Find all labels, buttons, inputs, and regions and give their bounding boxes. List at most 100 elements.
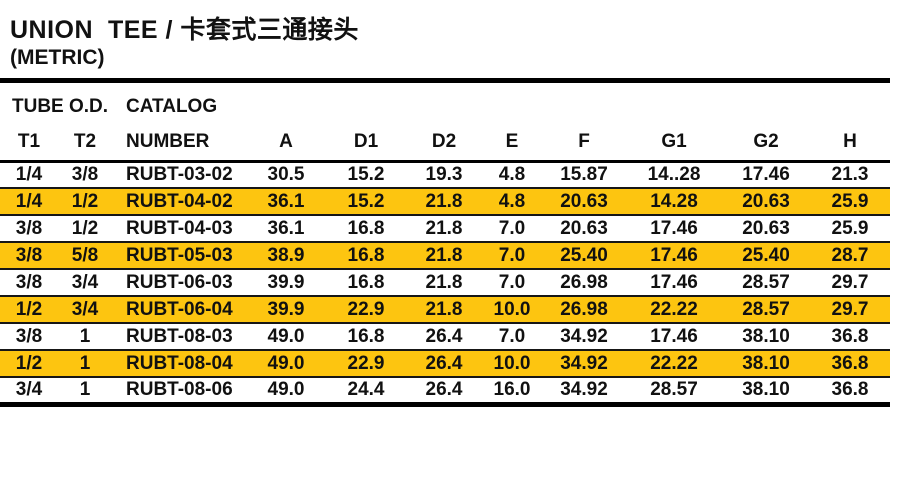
cell-e: 7.0 (498, 244, 526, 266)
table-row: 3/8 3/4 RUBT-06-03 39.9 16.8 21.8 7.0 26… (0, 269, 890, 297)
cell-f: 34.92 (560, 352, 608, 374)
table-row: 1/4 1/2 RUBT-04-02 36.1 15.2 21.8 4.8 20… (0, 188, 890, 216)
table-body: 1/4 3/8 RUBT-03-02 30.5 15.2 19.3 4.8 15… (0, 161, 890, 405)
cell-d1: 16.8 (347, 217, 385, 239)
table-row: 3/8 1/2 RUBT-04-03 36.1 16.8 21.8 7.0 20… (0, 215, 890, 243)
cell-e: 7.0 (498, 325, 526, 347)
cell-g2: 28.57 (742, 271, 790, 293)
cell-f: 26.98 (560, 271, 608, 293)
cell-f: 20.63 (560, 190, 608, 212)
column-header-d2: D2 (431, 130, 457, 152)
cell-catalog-number: RUBT-04-03 (126, 217, 233, 239)
cell-e: 16.0 (493, 379, 531, 401)
cell-g2: 28.57 (742, 298, 790, 320)
cell-g2: 38.10 (742, 325, 790, 347)
cell-g1: 17.46 (650, 271, 698, 293)
cell-d2: 21.8 (425, 298, 463, 320)
cell-d1: 22.9 (347, 352, 385, 374)
cell-g1: 17.46 (650, 244, 698, 266)
cell-t1: 3/4 (15, 379, 43, 401)
column-header-e: E (505, 130, 519, 152)
cell-h: 25.9 (831, 217, 869, 239)
cell-d1: 22.9 (347, 298, 385, 320)
cell-a: 36.1 (267, 217, 305, 239)
cell-e: 7.0 (498, 271, 526, 293)
table-row: 1/4 3/8 RUBT-03-02 30.5 15.2 19.3 4.8 15… (0, 161, 890, 189)
cell-f: 26.98 (560, 298, 608, 320)
cell-t1: 3/8 (15, 244, 43, 266)
cell-d1: 15.2 (347, 190, 385, 212)
cell-catalog-number: RUBT-08-04 (126, 352, 233, 374)
cell-catalog-number: RUBT-08-06 (126, 379, 233, 401)
cell-h: 29.7 (831, 271, 869, 293)
header-catalog: CATALOG (126, 95, 218, 117)
cell-a: 30.5 (267, 164, 305, 186)
cell-catalog-number: RUBT-04-02 (126, 190, 233, 212)
cell-h: 36.8 (831, 379, 869, 401)
cell-t1: 3/8 (15, 271, 43, 293)
cell-d2: 19.3 (425, 164, 463, 186)
cell-g2: 38.10 (742, 379, 790, 401)
cell-e: 10.0 (493, 352, 531, 374)
column-header-h: H (843, 130, 857, 152)
cell-g1: 14..28 (647, 164, 701, 186)
cell-g1: 17.46 (650, 325, 698, 347)
cell-h: 28.7 (831, 244, 869, 266)
spec-table: TUBE O.D. CATALOG T1 T2 NUMBER A D1 D2 E… (0, 90, 890, 407)
cell-e: 4.8 (498, 164, 526, 186)
cell-h: 29.7 (831, 298, 869, 320)
cell-t1: 1/2 (15, 352, 43, 374)
cell-t1: 3/8 (15, 217, 43, 239)
header-group-row: TUBE O.D. CATALOG (0, 90, 890, 124)
column-header-row: T1 T2 NUMBER A D1 D2 E F G1 G2 H (0, 124, 890, 162)
column-header-t2: T2 (73, 130, 97, 152)
cell-t2: 1 (79, 379, 91, 401)
cell-t2: 3/4 (71, 271, 99, 293)
cell-catalog-number: RUBT-06-04 (126, 298, 233, 320)
cell-t1: 3/8 (15, 325, 43, 347)
header-spacer (246, 90, 890, 124)
cell-t2: 3/4 (71, 298, 99, 320)
cell-g1: 22.22 (650, 352, 698, 374)
cell-h: 25.9 (831, 190, 869, 212)
table-row: 3/8 5/8 RUBT-05-03 38.9 16.8 21.8 7.0 25… (0, 242, 890, 270)
table-row: 3/4 1 RUBT-08-06 49.0 24.4 26.4 16.0 34.… (0, 377, 890, 405)
cell-d2: 21.8 (425, 271, 463, 293)
table-row: 3/8 1 RUBT-08-03 49.0 16.8 26.4 7.0 34.9… (0, 323, 890, 351)
page-header: UNION TEE / 卡套式三通接头 (METRIC) (0, 16, 900, 69)
cell-d1: 16.8 (347, 271, 385, 293)
cell-d2: 21.8 (425, 244, 463, 266)
column-header-g2: G2 (753, 130, 779, 152)
cell-d2: 26.4 (425, 325, 463, 347)
cell-g2: 17.46 (742, 164, 790, 186)
cell-a: 38.9 (267, 244, 305, 266)
cell-f: 15.87 (560, 164, 608, 186)
cell-d2: 21.8 (425, 190, 463, 212)
cell-t2: 1 (79, 325, 91, 347)
column-header-g1: G1 (661, 130, 687, 152)
table-header: TUBE O.D. CATALOG T1 T2 NUMBER A D1 D2 E… (0, 90, 890, 162)
cell-t1: 1/4 (15, 190, 43, 212)
cell-a: 49.0 (267, 325, 305, 347)
cell-e: 10.0 (493, 298, 531, 320)
cell-a: 39.9 (267, 298, 305, 320)
header-tube-od: TUBE O.D. (12, 95, 109, 117)
column-header-a: A (279, 130, 293, 152)
cell-h: 36.8 (831, 352, 869, 374)
column-header-t1: T1 (17, 130, 41, 152)
cell-d1: 15.2 (347, 164, 385, 186)
catalog-page: UNION TEE / 卡套式三通接头 (METRIC) TUBE O.D. C… (0, 16, 900, 495)
cell-catalog-number: RUBT-08-03 (126, 325, 233, 347)
cell-catalog-number: RUBT-03-02 (126, 164, 233, 186)
cell-a: 39.9 (267, 271, 305, 293)
cell-d2: 26.4 (425, 352, 463, 374)
table-row: 1/2 1 RUBT-08-04 49.0 22.9 26.4 10.0 34.… (0, 350, 890, 378)
cell-h: 21.3 (831, 164, 869, 186)
column-header-number: NUMBER (126, 130, 210, 152)
column-header-d1: D1 (353, 130, 379, 152)
cell-f: 34.92 (560, 379, 608, 401)
cell-catalog-number: RUBT-06-03 (126, 271, 233, 293)
cell-t1: 1/4 (15, 164, 43, 186)
cell-d1: 16.8 (347, 325, 385, 347)
cell-t2: 5/8 (71, 244, 99, 266)
